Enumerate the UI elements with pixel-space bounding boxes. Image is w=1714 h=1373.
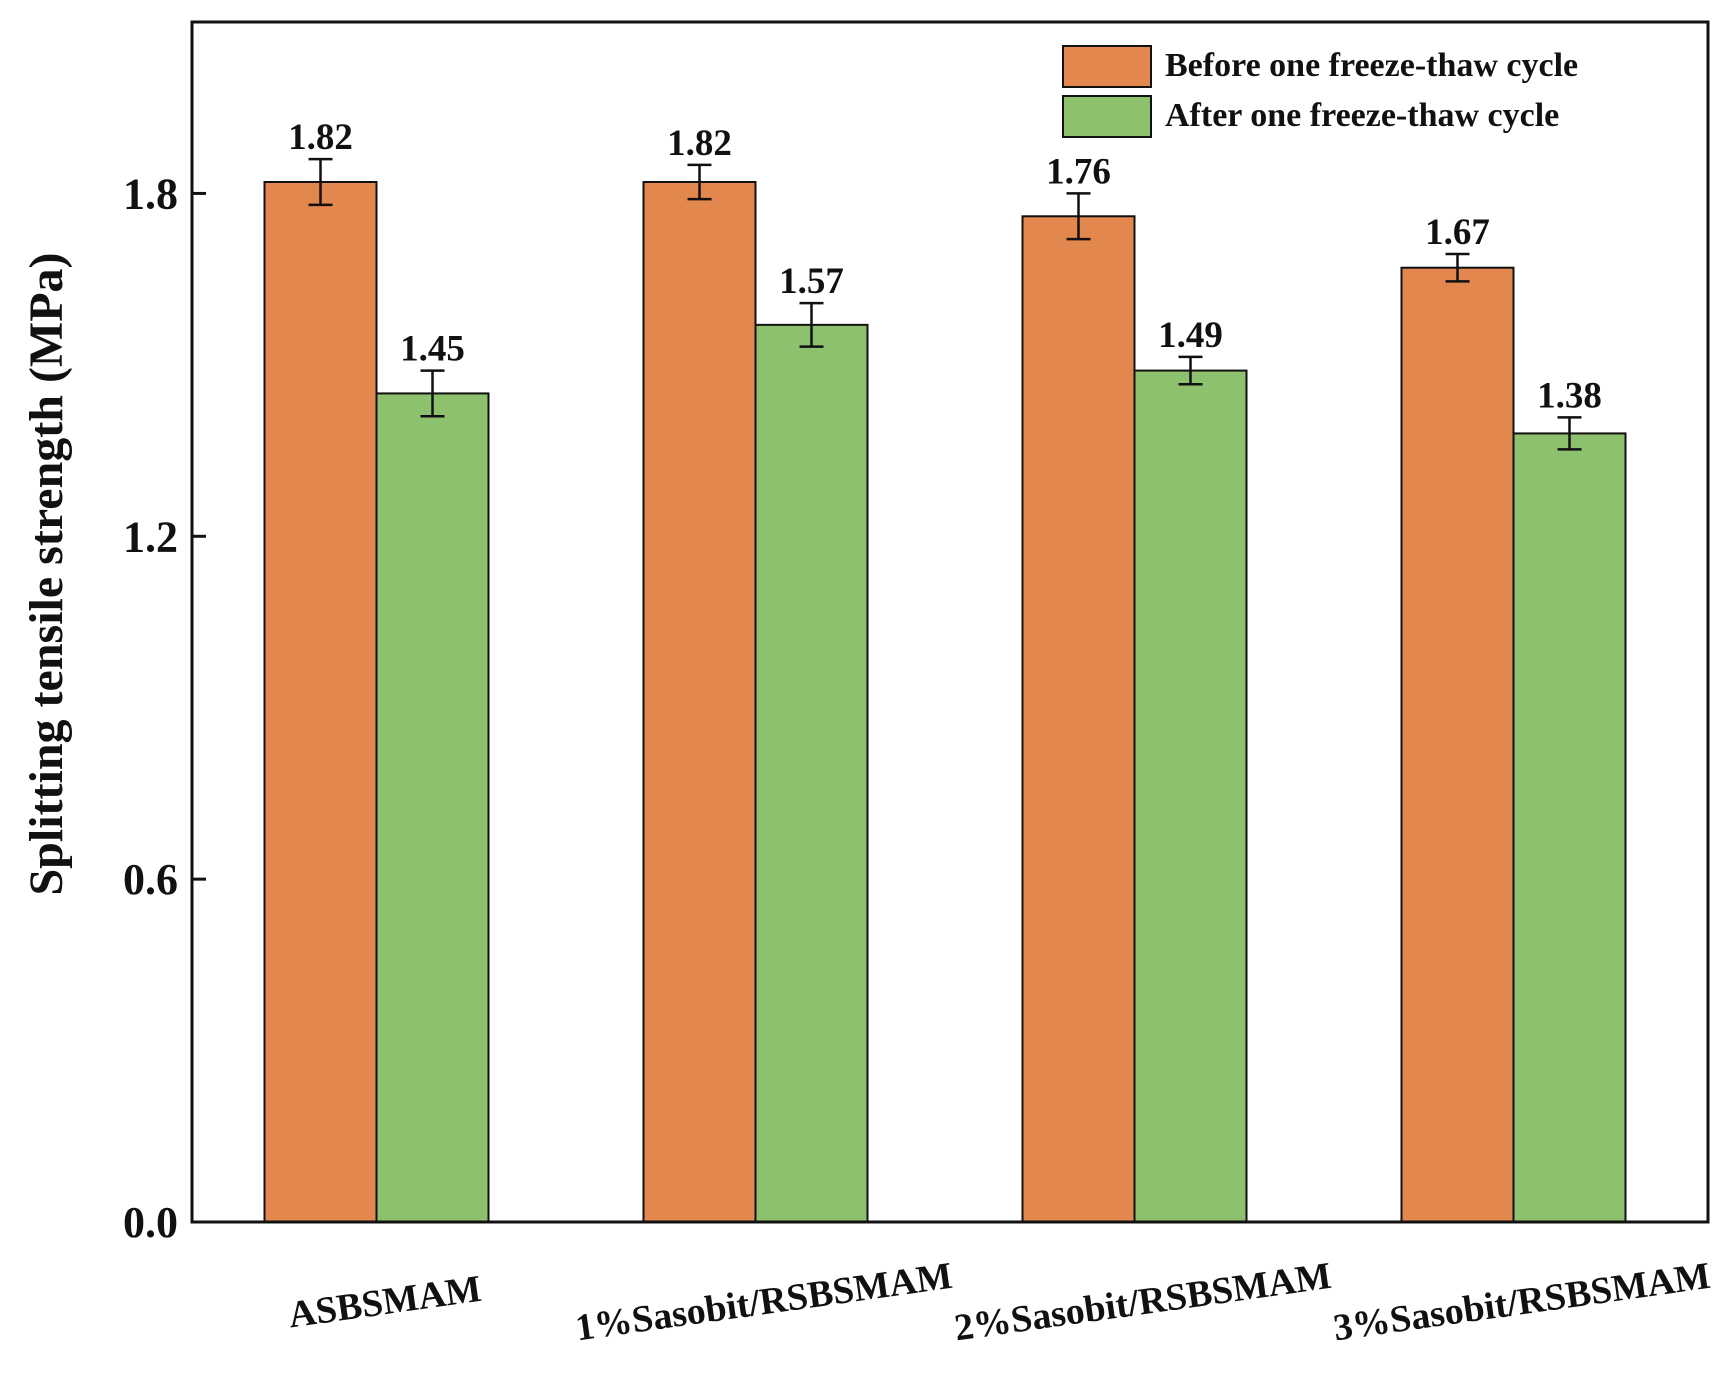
plot-frame xyxy=(190,20,1710,1224)
legend-swatch xyxy=(1062,95,1152,138)
legend-swatch xyxy=(1062,45,1152,88)
bar-after-1 xyxy=(754,323,869,1224)
y-tick-label: 1.2 xyxy=(123,512,178,561)
bars-layer xyxy=(263,181,1627,1224)
data-label: 1.82 xyxy=(667,123,732,164)
legend-label: After one freeze-thaw cycle xyxy=(1165,97,1559,134)
y-axis-title: Splitting tensile strength (MPa) xyxy=(20,252,73,895)
error-bars-layer xyxy=(308,157,1582,451)
x-category-label: ASBSMAM xyxy=(286,1268,484,1337)
data-labels-layer: 1.82 1.45 1.82 1.57 1.76 1.49 1.67 1.38 xyxy=(288,117,1602,416)
bar-after-0 xyxy=(375,392,490,1223)
data-label: 1.38 xyxy=(1537,375,1602,416)
x-category-label: 3%Sasobit/RSBSMAM xyxy=(1331,1255,1713,1349)
data-label: 1.82 xyxy=(288,117,353,158)
bar-before-1 xyxy=(642,181,757,1223)
data-label: 1.67 xyxy=(1425,212,1490,253)
y-tick-label: 0.6 xyxy=(123,855,178,904)
bar-before-3 xyxy=(1400,266,1515,1223)
bar-after-2 xyxy=(1133,369,1248,1224)
y-tick-label: 1.8 xyxy=(123,169,178,218)
bar-before-0 xyxy=(263,181,378,1223)
legend: Before one freeze-thaw cycle After one fr… xyxy=(1062,45,1578,138)
y-axis: 0.0 0.6 1.2 1.8 xyxy=(123,169,206,1247)
data-label: 1.76 xyxy=(1046,151,1111,192)
data-label: 1.49 xyxy=(1158,315,1223,356)
x-category-label: 2%Sasobit/RSBSMAM xyxy=(952,1255,1334,1349)
bar-before-2 xyxy=(1021,215,1136,1224)
data-label: 1.57 xyxy=(779,261,844,302)
legend-label: Before one freeze-thaw cycle xyxy=(1165,47,1578,84)
bar-after-3 xyxy=(1512,432,1627,1223)
y-tick-label: 0.0 xyxy=(123,1198,178,1247)
x-axis: ASBSMAM 1%Sasobit/RSBSMAM2%Sasobit/RSBSMA… xyxy=(286,1255,1713,1349)
x-category-label: 1%Sasobit/RSBSMAM xyxy=(573,1255,955,1349)
data-label: 1.45 xyxy=(400,329,465,370)
